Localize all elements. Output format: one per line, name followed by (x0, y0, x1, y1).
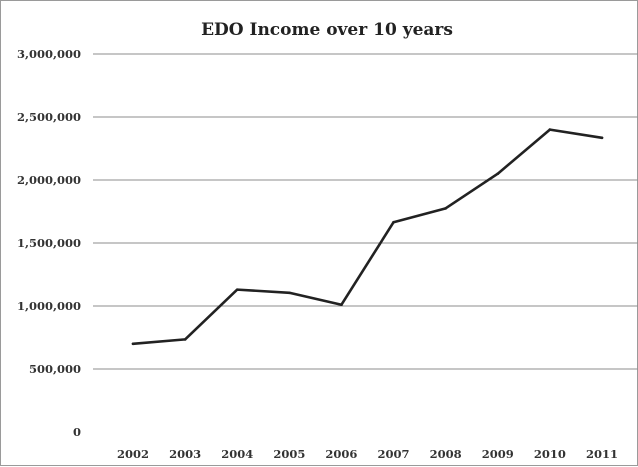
y-tick-label: 3,000,000 (17, 47, 81, 61)
y-tick-label: 2,000,000 (17, 173, 81, 187)
x-tick-label: 2002 (117, 447, 149, 461)
x-tick-label: 2007 (378, 447, 410, 461)
data-point (340, 303, 343, 307)
x-tick-label: 2008 (430, 447, 462, 461)
data-point (392, 220, 395, 224)
data-point (183, 338, 187, 341)
x-tick-label: 2010 (534, 447, 566, 461)
y-axis-tick-labels: 0 500,000 1,000,000 1,500,000 2,000,000 2,500… (17, 47, 81, 439)
data-point (496, 172, 500, 175)
data-point (288, 291, 291, 295)
x-tick-label: 2003 (169, 447, 201, 461)
data-point (548, 128, 552, 131)
data-point (600, 136, 604, 140)
data-point (131, 342, 135, 346)
x-tick-label: 2004 (221, 447, 253, 461)
x-axis-tick-labels: 2002 2003 2004 2005 2006 2007 2008 2009 2010 2011 (117, 447, 618, 461)
x-tick-label: 2011 (586, 447, 618, 461)
y-tick-label: 1,000,000 (17, 299, 81, 313)
chart-title: EDO Income over 10 years (201, 20, 453, 40)
x-tick-label: 2006 (325, 447, 357, 461)
series-layer (131, 128, 604, 346)
data-point (444, 207, 447, 210)
y-tick-label: 2,500,000 (17, 110, 81, 124)
y-tick-label: 0 (73, 425, 81, 439)
series-line (131, 128, 604, 346)
gridlines (93, 53, 638, 370)
data-point (235, 288, 239, 291)
x-tick-label: 2005 (273, 447, 305, 461)
y-tick-label: 500,000 (29, 362, 81, 376)
x-tick-label: 2009 (482, 447, 514, 461)
y-tick-label: 1,500,000 (17, 236, 81, 250)
